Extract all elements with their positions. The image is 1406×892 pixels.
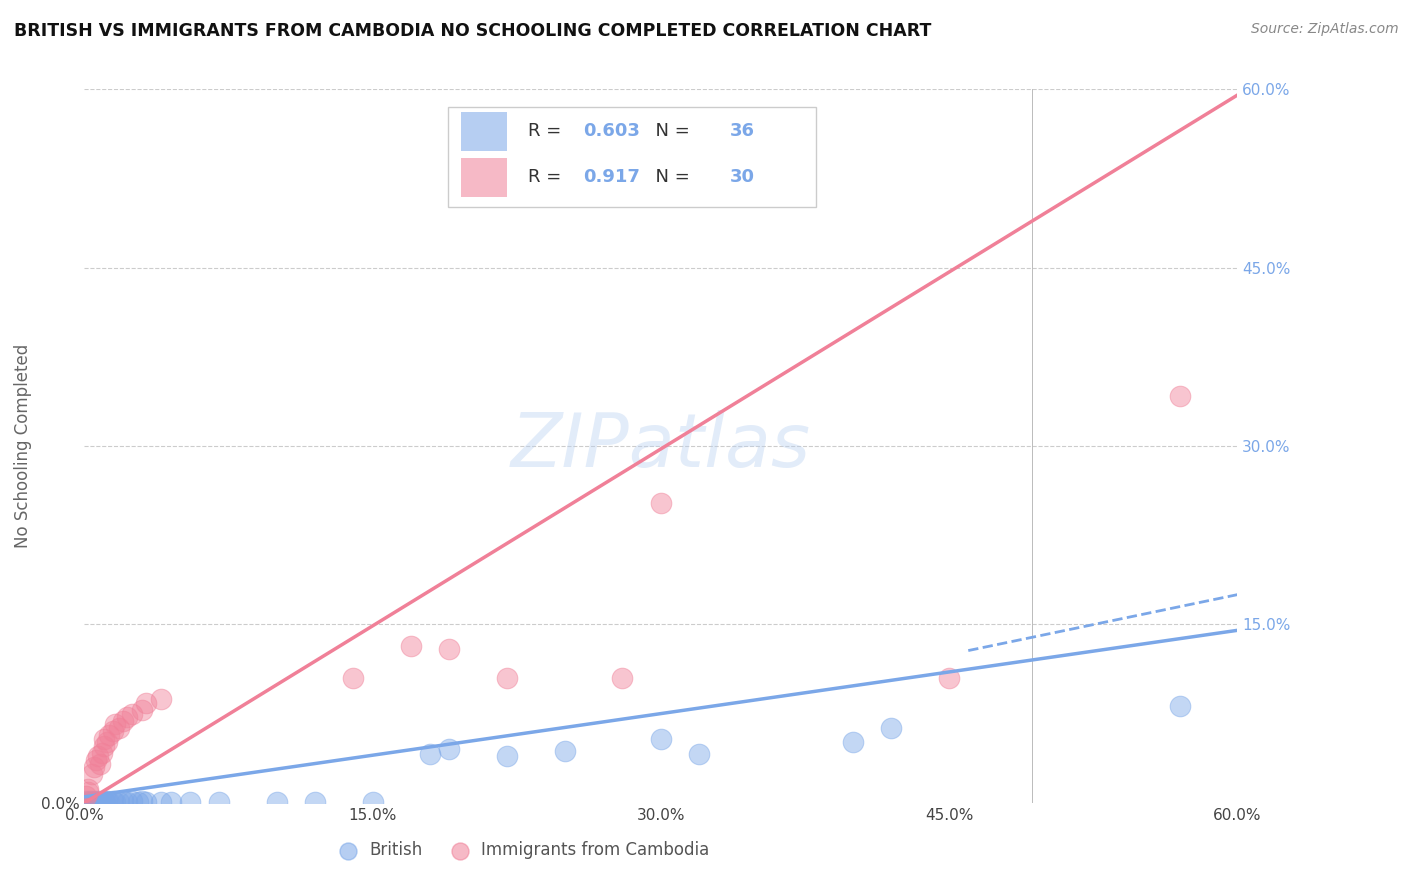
Legend: British, Immigrants from Cambodia: British, Immigrants from Cambodia xyxy=(329,835,716,866)
FancyBboxPatch shape xyxy=(461,158,508,197)
Point xyxy=(121,793,143,807)
Point xyxy=(399,534,422,549)
Point xyxy=(98,795,121,809)
Point xyxy=(96,792,118,806)
Text: 0.917: 0.917 xyxy=(583,169,641,186)
Point xyxy=(80,748,103,763)
Point xyxy=(93,689,115,703)
Point xyxy=(1168,635,1191,649)
Point xyxy=(361,795,384,809)
Point xyxy=(842,695,865,709)
Point xyxy=(111,792,134,806)
Point xyxy=(98,682,121,697)
Point xyxy=(103,677,125,691)
Point xyxy=(554,710,576,724)
Point xyxy=(160,795,183,809)
Point xyxy=(179,795,201,809)
Text: N =: N = xyxy=(644,122,695,140)
Point xyxy=(439,540,461,554)
Point xyxy=(87,793,110,807)
Point xyxy=(90,713,112,727)
Point xyxy=(77,778,100,792)
Point xyxy=(208,795,231,809)
Point xyxy=(688,714,710,729)
Y-axis label: No Schooling Completed: No Schooling Completed xyxy=(14,344,32,548)
Point xyxy=(77,795,100,809)
Point xyxy=(115,795,138,809)
Point xyxy=(1168,118,1191,132)
Point xyxy=(115,653,138,667)
Point xyxy=(75,784,97,798)
Text: N =: N = xyxy=(644,169,695,186)
Point xyxy=(127,795,149,809)
Point xyxy=(111,659,134,673)
Text: R =: R = xyxy=(529,122,567,140)
Point xyxy=(104,795,127,809)
Point xyxy=(79,792,101,806)
Point xyxy=(650,296,672,310)
Point xyxy=(87,718,110,732)
Text: 36: 36 xyxy=(730,122,755,140)
Point xyxy=(612,588,634,602)
Point xyxy=(496,718,519,732)
Point xyxy=(342,588,364,602)
Point xyxy=(650,689,672,703)
Point xyxy=(880,671,903,685)
Point xyxy=(131,793,153,807)
Point xyxy=(121,647,143,661)
Point xyxy=(266,795,288,809)
Point xyxy=(108,671,131,685)
Text: 0.603: 0.603 xyxy=(583,122,641,140)
Point xyxy=(439,706,461,721)
Point xyxy=(77,772,100,786)
Point xyxy=(135,629,157,643)
Point xyxy=(103,793,125,807)
Point xyxy=(938,588,960,602)
Point xyxy=(94,795,117,809)
Point xyxy=(135,795,157,809)
Text: R =: R = xyxy=(529,169,567,186)
Text: 30: 30 xyxy=(730,169,755,186)
Point xyxy=(96,695,118,709)
Point xyxy=(83,736,105,750)
Point xyxy=(150,795,173,809)
Point xyxy=(150,624,173,638)
Point xyxy=(304,795,326,809)
Point xyxy=(89,795,111,809)
Point xyxy=(84,795,107,809)
Text: ZIPatlas: ZIPatlas xyxy=(510,410,811,482)
Point xyxy=(89,731,111,745)
Point xyxy=(93,793,115,807)
Point xyxy=(104,665,127,679)
Point xyxy=(80,795,103,809)
Point xyxy=(90,795,112,809)
Point xyxy=(131,641,153,656)
Point xyxy=(93,700,115,714)
Point xyxy=(75,793,97,807)
Point xyxy=(419,714,441,729)
Point xyxy=(496,588,519,602)
Point xyxy=(83,793,105,807)
Point xyxy=(108,795,131,809)
Text: Source: ZipAtlas.com: Source: ZipAtlas.com xyxy=(1251,22,1399,37)
FancyBboxPatch shape xyxy=(447,107,817,207)
FancyBboxPatch shape xyxy=(461,112,508,151)
Point xyxy=(84,724,107,739)
Text: BRITISH VS IMMIGRANTS FROM CAMBODIA NO SCHOOLING COMPLETED CORRELATION CHART: BRITISH VS IMMIGRANTS FROM CAMBODIA NO S… xyxy=(14,22,931,40)
